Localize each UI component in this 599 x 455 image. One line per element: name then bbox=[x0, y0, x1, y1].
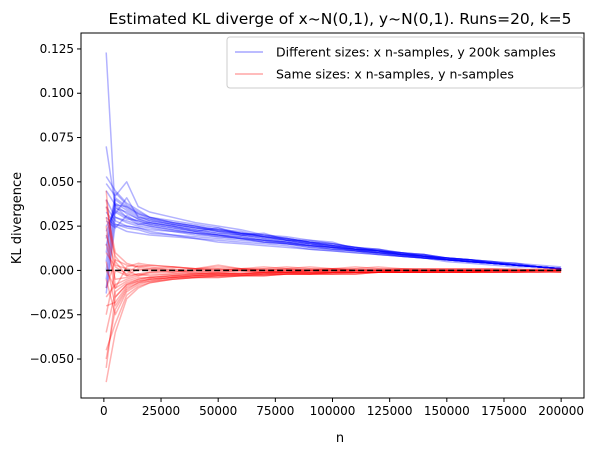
different-sizes-run-6 bbox=[105, 199, 562, 270]
different-sizes-run-9 bbox=[105, 216, 562, 270]
y-tick-label: 0.050 bbox=[40, 175, 74, 189]
different-sizes-run-8 bbox=[105, 211, 562, 270]
y-tick-label: 0.000 bbox=[40, 263, 74, 277]
same-sizes-run-14 bbox=[105, 269, 562, 307]
same-sizes-run-20 bbox=[105, 271, 562, 383]
different-sizes-run-20 bbox=[105, 223, 562, 294]
x-tick-label: 50000 bbox=[199, 404, 237, 418]
y-tick-label: −0.025 bbox=[30, 308, 74, 322]
different-sizes-run-10 bbox=[105, 214, 562, 270]
x-tick-label: 25000 bbox=[142, 404, 180, 418]
legend: Different sizes: x n-samples, y 200k sam… bbox=[226, 36, 584, 89]
different-sizes-run-19 bbox=[105, 216, 562, 289]
same-sizes-run-17 bbox=[105, 269, 562, 351]
different-sizes-run-1 bbox=[105, 52, 562, 270]
different-sizes-run-16 bbox=[105, 197, 562, 270]
different-sizes-run-12 bbox=[105, 207, 562, 270]
different-sizes-run-14 bbox=[105, 202, 562, 270]
x-tick-label: 75000 bbox=[256, 404, 294, 418]
same-sizes-run-3 bbox=[105, 206, 562, 272]
y-axis-ticks: −0.050 −0.025 0.000 0.025 0.050 0.075 0.100 0.1… bbox=[30, 42, 81, 366]
x-tick-label: 200000 bbox=[538, 404, 584, 418]
different-sizes-run-17 bbox=[105, 204, 562, 271]
same-sizes-run-9 bbox=[105, 261, 562, 307]
legend-label-different-sizes: Different sizes: x n-samples, y 200k sam… bbox=[276, 45, 556, 60]
y-axis-label: KL divergence bbox=[10, 172, 25, 264]
x-axis-label: n bbox=[336, 431, 344, 446]
x-tick-label: 125000 bbox=[367, 404, 413, 418]
different-sizes-run-3 bbox=[105, 176, 562, 270]
same-sizes-run-5 bbox=[105, 226, 562, 298]
same-sizes-run-11 bbox=[105, 269, 562, 316]
different-sizes-run-13 bbox=[105, 198, 562, 270]
same-sizes-run-1 bbox=[105, 190, 562, 289]
different-sizes-run-7 bbox=[105, 206, 562, 270]
x-tick-label: 100000 bbox=[310, 404, 356, 418]
y-tick-label: 0.100 bbox=[40, 86, 74, 100]
plot-area: 0 25000 50000 75000 100000 125000 150000 175000… bbox=[30, 32, 585, 418]
chart-title: Estimated KL diverge of x~N(0,1), y~N(0,… bbox=[109, 10, 572, 28]
different-sizes-run-11 bbox=[105, 211, 562, 270]
y-tick-label: 0.075 bbox=[40, 131, 74, 145]
legend-box bbox=[226, 36, 584, 89]
different-sizes-run-15 bbox=[105, 191, 562, 270]
legend-label-same-sizes: Same sizes: x n-samples, y n-samples bbox=[276, 67, 514, 82]
y-tick-label: 0.125 bbox=[40, 42, 74, 56]
same-sizes-run-4 bbox=[105, 217, 562, 277]
same-sizes-run-18 bbox=[105, 269, 562, 360]
different-sizes-run-18 bbox=[105, 209, 562, 280]
same-sizes-run-7 bbox=[105, 243, 562, 281]
y-tick-label: −0.050 bbox=[30, 352, 74, 366]
different-sizes-run-2 bbox=[105, 146, 562, 270]
axes-background bbox=[81, 33, 584, 398]
y-tick-label: 0.025 bbox=[40, 219, 74, 233]
x-tick-label: 175000 bbox=[481, 404, 527, 418]
different-sizes-run-4 bbox=[105, 181, 562, 268]
x-axis-ticks: 0 25000 50000 75000 100000 125000 150000 175000… bbox=[100, 398, 584, 418]
different-sizes-run-5 bbox=[105, 190, 562, 270]
x-tick-label: 0 bbox=[100, 404, 108, 418]
x-tick-label: 150000 bbox=[424, 404, 470, 418]
